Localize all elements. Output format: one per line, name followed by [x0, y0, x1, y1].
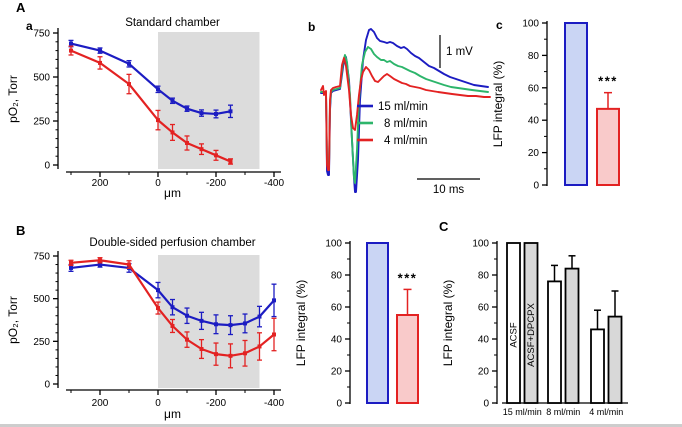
x-axis-label: μm	[164, 407, 181, 421]
svg-text:750: 750	[33, 29, 50, 40]
lfp-traces-chart: 15 ml/min 8 ml/min 4 ml/min 1 mV 10 ms	[320, 28, 491, 196]
svg-text:750: 750	[33, 252, 50, 263]
panel-letter-a: a	[26, 19, 33, 33]
lfp-integral-bars-standard: 0 20 40 60 80 100 LFP integral (%) ***	[491, 19, 620, 192]
trace-8 ml/min	[320, 46, 489, 184]
y-axis-label: pO₂, Torr	[6, 75, 20, 123]
significance-stars: ***	[398, 270, 418, 285]
group-label: 8 ml/min	[546, 407, 580, 417]
chart-panelC: 0 20 40 60 80 100 LFP integral (%) ACSF ACSF+DPC…	[441, 239, 628, 417]
svg-text:100: 100	[325, 239, 342, 250]
h-scale-label: 10 ms	[433, 184, 465, 196]
svg-text:4 ml/min: 4 ml/min	[384, 135, 427, 147]
double-sided-chamber-line-chart: Double-sided perfusion chamber 0 250 500 750…	[6, 237, 284, 421]
panel-letter-C: C	[439, 219, 449, 234]
v-scale-label: 1 mV	[446, 46, 473, 58]
traces: 15 ml/min 8 ml/min 4 ml/min 1 mV 10 ms	[320, 28, 491, 196]
legend: 15 ml/min 8 ml/min 4 ml/min	[357, 101, 428, 147]
svg-text:60: 60	[331, 303, 343, 314]
axes	[53, 251, 281, 395]
bar-ACSF+DPCPX	[523, 242, 539, 404]
panel-letter-B: B	[16, 223, 26, 238]
series-high-flow	[68, 39, 233, 119]
svg-text:60: 60	[478, 303, 490, 314]
group-label: 15 ml/min	[503, 407, 542, 417]
shaded-region	[158, 32, 260, 169]
svg-text:-400: -400	[264, 178, 284, 189]
svg-text:0: 0	[155, 178, 161, 189]
scale-bars	[417, 35, 480, 180]
svg-text:0: 0	[44, 380, 50, 391]
axes	[53, 28, 281, 177]
svg-text:40: 40	[478, 335, 490, 346]
svg-text:0: 0	[155, 398, 161, 409]
svg-text:250: 250	[33, 337, 50, 348]
svg-text:-200: -200	[206, 178, 226, 189]
svg-text:20: 20	[331, 367, 343, 378]
svg-text:60: 60	[528, 83, 540, 94]
x-axis-label: μm	[164, 186, 181, 200]
svg-text:0: 0	[483, 399, 489, 410]
bar-ACSF+DPCPX	[607, 315, 623, 404]
bar-control	[366, 242, 389, 404]
svg-text:0: 0	[44, 161, 50, 172]
chart-panelA: Standard chamber 0 250 500 750 200 0 -200 -400 μm…	[6, 17, 284, 200]
chart-title: Standard chamber	[125, 17, 220, 29]
bar-reduced-flow	[396, 314, 419, 404]
svg-text:200: 200	[92, 178, 109, 189]
y-axis-label: LFP integral (%)	[294, 280, 308, 366]
svg-text:40: 40	[331, 335, 343, 346]
acsf-dpcpx-grouped-bars-chart: 0 20 40 60 80 100 LFP integral (%) ACSF ACSF+DPC…	[441, 239, 628, 417]
svg-text:0: 0	[533, 181, 539, 192]
panel-letter-b: b	[308, 20, 316, 34]
svg-text:200: 200	[92, 398, 109, 409]
bar-control	[564, 22, 588, 186]
y-axis-label: LFP integral (%)	[441, 280, 455, 366]
svg-text:100: 100	[472, 239, 489, 250]
standard-chamber-line-chart: Standard chamber 0 250 500 750 200 0 -200 -400 μm…	[6, 17, 284, 200]
trace-15 ml/min	[320, 28, 489, 193]
svg-text:500: 500	[33, 73, 50, 84]
svg-text:80: 80	[528, 51, 540, 62]
panel-letter-c: c	[496, 18, 503, 32]
svg-text:20: 20	[478, 367, 490, 378]
svg-text:8 ml/min: 8 ml/min	[384, 118, 427, 130]
y-axis-label: LFP integral (%)	[491, 61, 505, 147]
svg-text:80: 80	[478, 271, 490, 282]
y-axis	[492, 241, 498, 404]
svg-text:80: 80	[331, 271, 343, 282]
svg-text:250: 250	[33, 117, 50, 128]
group-label: 4 ml/min	[589, 407, 623, 417]
chart-panelB2: 0 20 40 60 80 100 LFP integral (%) ***	[294, 239, 419, 410]
svg-text:-200: -200	[206, 398, 226, 409]
bar-ACSF	[547, 280, 562, 404]
chart-panelc: 0 20 40 60 80 100 LFP integral (%) ***	[491, 19, 620, 192]
bar-ACSF	[506, 242, 521, 404]
y-axis-label: pO₂, Torr	[6, 296, 20, 344]
svg-text:15 ml/min: 15 ml/min	[378, 101, 428, 113]
chart-panelB: Double-sided perfusion chamber 0 250 500 750…	[6, 237, 284, 421]
trace-4 ml/min	[320, 57, 491, 171]
series-low-flow	[68, 45, 233, 165]
svg-text:0: 0	[336, 399, 342, 410]
chart-title: Double-sided perfusion chamber	[89, 237, 255, 249]
lfp-integral-bars-double-sided: 0 20 40 60 80 100 LFP integral (%) ***	[294, 239, 419, 410]
bar-ACSF	[590, 328, 605, 404]
bar-ACSF+DPCPX	[564, 267, 580, 404]
series-low-flow	[68, 257, 277, 369]
in-bar-label: ACSF	[509, 322, 520, 348]
svg-text:40: 40	[528, 116, 540, 127]
significance-stars: ***	[598, 74, 618, 89]
y-axis	[345, 241, 351, 404]
figure-bottom-border	[0, 424, 682, 427]
in-bar-label: ACSF+DPCPX	[526, 303, 537, 367]
svg-text:-400: -400	[264, 398, 284, 409]
svg-text:20: 20	[528, 148, 540, 159]
bar-reduced-flow	[596, 107, 620, 186]
svg-text:100: 100	[522, 19, 539, 30]
y-axis	[542, 21, 548, 186]
svg-text:500: 500	[33, 294, 50, 305]
panel-letter-A: A	[16, 0, 26, 15]
